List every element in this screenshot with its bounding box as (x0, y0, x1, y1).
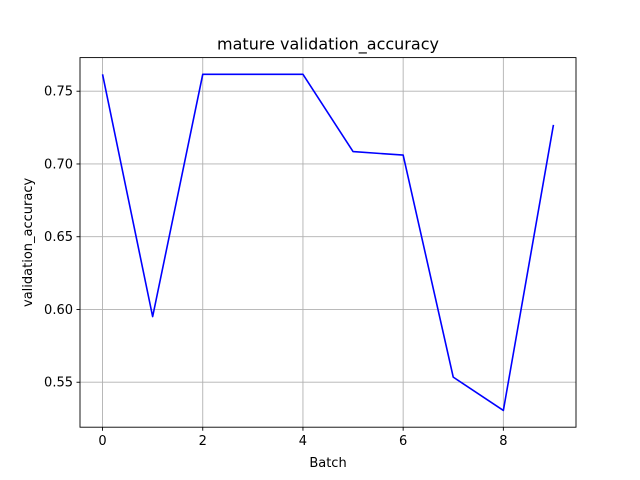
plot-frame (79, 57, 577, 428)
series-line (101, 73, 555, 412)
axis-ticks: 0 2 4 6 8 0.55 0.60 0.65 0.70 0.75 (44, 85, 507, 449)
x-axis-title: Batch (309, 456, 346, 471)
x-tick-label: 0 (98, 434, 106, 449)
chart-title: mature validation_accuracy (217, 35, 439, 55)
y-tick-label: 0.60 (44, 303, 73, 318)
y-tick-label: 0.75 (44, 85, 73, 100)
grid-lines (80, 57, 576, 428)
y-tick-label: 0.65 (44, 230, 73, 245)
x-tick-label: 8 (499, 434, 507, 449)
series-layer (101, 73, 555, 412)
x-tick-label: 6 (399, 434, 407, 449)
x-tick-label: 2 (199, 434, 207, 449)
y-tick-label: 0.55 (44, 376, 73, 391)
y-tick-label: 0.70 (44, 157, 73, 172)
y-axis-title: validation_accuracy (21, 178, 36, 307)
x-tick-label: 4 (299, 434, 307, 449)
